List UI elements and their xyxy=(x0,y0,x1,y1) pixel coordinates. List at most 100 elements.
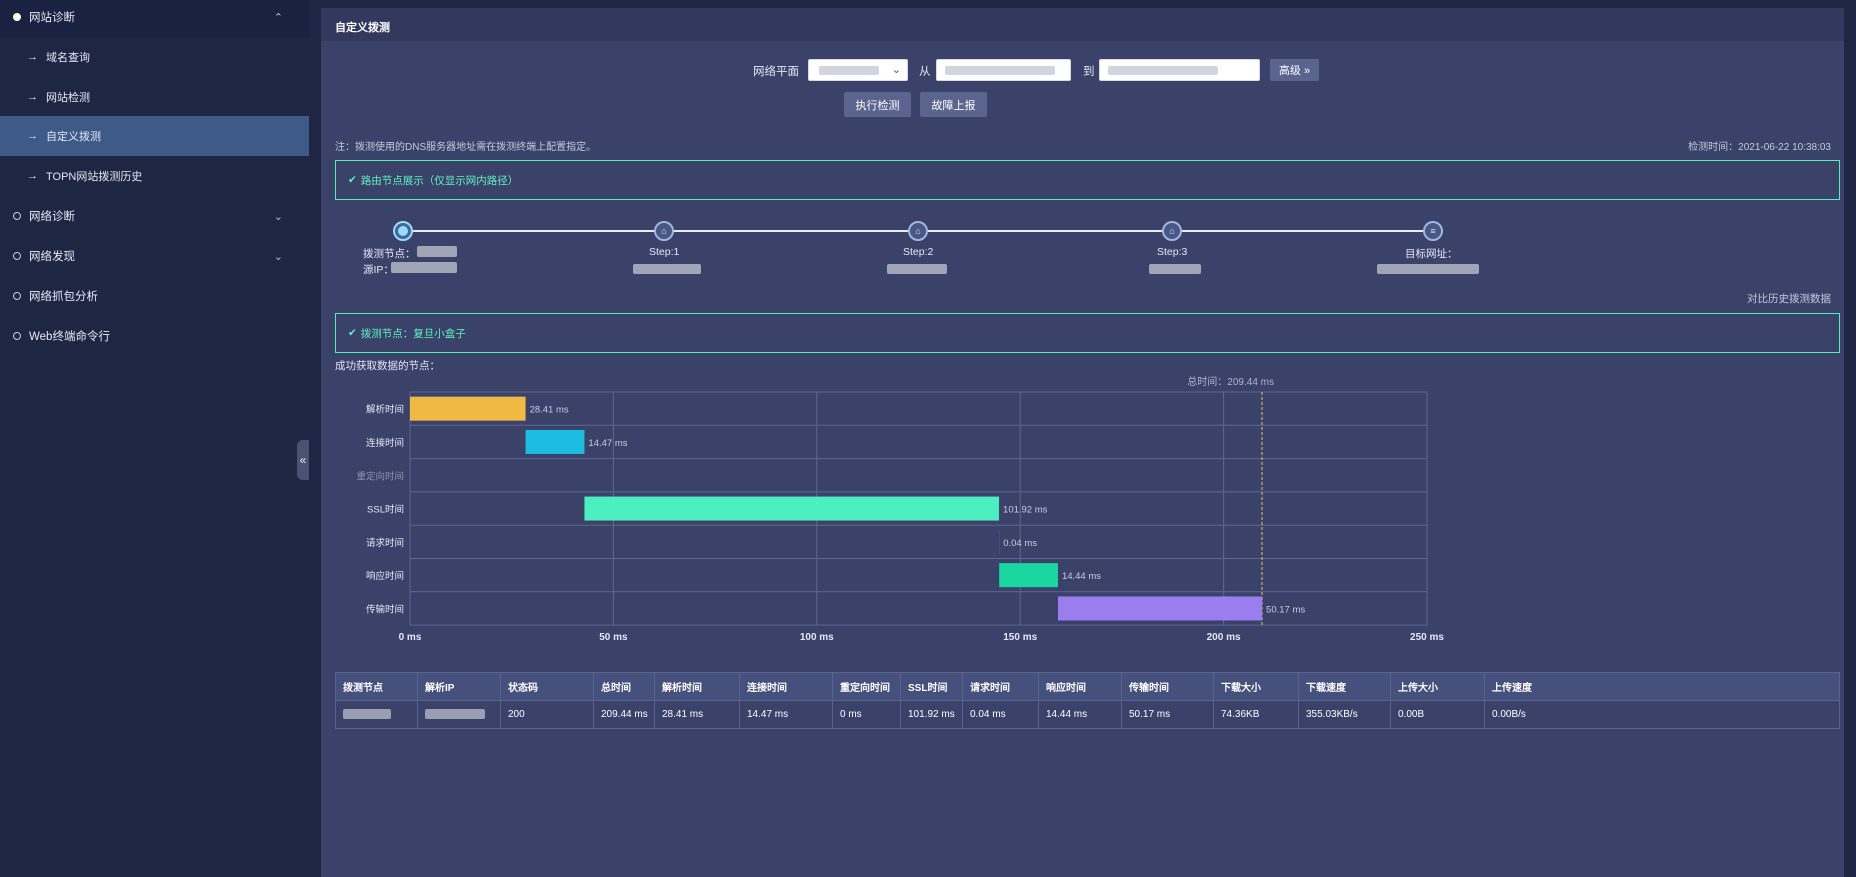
chevron-down-icon: ⌄ xyxy=(273,210,283,223)
table-header-cell: 拨测节点 xyxy=(335,672,418,701)
table-header-cell: 解析IP xyxy=(417,672,501,701)
bar xyxy=(584,496,1000,521)
check-icon: ✔ xyxy=(348,327,357,339)
panel-title: 自定义拨测 xyxy=(335,22,390,34)
router-icon[interactable]: ⌂ xyxy=(654,221,674,241)
table-header-cell: 上传速度 xyxy=(1484,672,1840,701)
router-icon[interactable]: ⌂ xyxy=(1162,221,1182,241)
bullet-icon xyxy=(13,292,21,300)
table-header-cell: 解析时间 xyxy=(654,672,740,701)
arrow-right-icon: → xyxy=(27,91,38,103)
plane-select[interactable]: ⌄ xyxy=(808,59,908,81)
table-cell: 28.41 ms xyxy=(654,700,740,729)
source-ip-label: 源IP： xyxy=(363,264,394,276)
table-cell: 14.47 ms xyxy=(739,700,833,729)
table-cell: 0.04 ms xyxy=(962,700,1039,729)
sub-item-label: TOPN网站拨测历史 xyxy=(46,171,143,183)
probe-node-label: 拨测节点： xyxy=(363,248,416,260)
report-fault-button[interactable]: 故障上报 xyxy=(920,92,987,117)
route-box-label: 路由节点展示（仅显示网内路径） xyxy=(360,174,519,187)
x-tick-label: 50 ms xyxy=(599,632,628,643)
sub-item-topn-history[interactable]: → TOPN网站拨测历史 xyxy=(0,156,309,196)
table-header-cell: 下载速度 xyxy=(1298,672,1391,701)
arrow-right-icon: → xyxy=(27,51,38,63)
redacted-value xyxy=(1149,264,1201,274)
table-header-cell: 响应时间 xyxy=(1038,672,1122,701)
nav-item-network-discovery[interactable]: 网络发现 ⌄ xyxy=(0,236,309,276)
bar xyxy=(1057,596,1263,621)
table-cell xyxy=(335,700,418,729)
redacted-value xyxy=(633,264,701,274)
sub-item-website-check[interactable]: → 网站检测 xyxy=(0,77,309,117)
check-icon: ✔ xyxy=(348,174,357,186)
table-cell: 0.00B xyxy=(1390,700,1485,729)
arrow-right-icon: → xyxy=(27,130,38,142)
bullet-icon xyxy=(13,13,21,21)
probe-node-name: 拨测节点：复旦小盒子 xyxy=(360,327,466,340)
from-label: 从 xyxy=(919,66,931,78)
x-tick-label: 150 ms xyxy=(1003,632,1037,643)
table-cell: 209.44 ms xyxy=(593,700,655,729)
table-header-cell: 请求时间 xyxy=(962,672,1039,701)
advanced-button[interactable]: 高级 » xyxy=(1270,59,1319,81)
table-header-cell: SSL时间 xyxy=(900,672,963,701)
nav-item-label: 网络发现 xyxy=(29,251,75,263)
table-cell: 101.92 ms xyxy=(900,700,963,729)
category-label: 重定向时间 xyxy=(356,470,404,482)
total-time-label: 总时间：209.44 ms xyxy=(1187,375,1274,388)
table-row: 200 209.44 ms 28.41 ms 14.47 ms 0 ms 101.92 m… xyxy=(335,700,1840,729)
route-nodes-box: ✔ 路由节点展示（仅显示网内路径） xyxy=(335,160,1840,200)
chevron-down-icon: ⌄ xyxy=(273,250,283,263)
step1-label: Step:1 xyxy=(649,246,680,258)
results-table: 拨测节点 解析IP 状态码 总时间 解析时间 连接时间 重定向时间 SSL时间 请求时间 响应时间… xyxy=(335,672,1840,729)
bar xyxy=(999,563,1058,588)
nav-item-packet-capture[interactable]: 网络抓包分析 xyxy=(0,276,309,316)
x-tick-label: 0 ms xyxy=(399,632,422,643)
table-header-cell: 总时间 xyxy=(593,672,655,701)
main-panel: 自定义拨测 网络平面 ⌄ 从 到 高级 » 执行检测 故障上报 注：拨测使用的D… xyxy=(321,8,1844,877)
nav-item-web-terminal[interactable]: Web终端命令行 xyxy=(0,316,309,356)
probe-node-icon[interactable] xyxy=(393,221,413,241)
table-cell xyxy=(417,700,501,729)
nav-item-network-diagnosis[interactable]: 网络诊断 ⌄ xyxy=(0,196,309,236)
table-cell: 0 ms xyxy=(832,700,901,729)
plane-label: 网络平面 xyxy=(753,66,799,78)
category-label: 连接时间 xyxy=(366,437,404,449)
nav-item-website-diagnosis[interactable]: 网站诊断 ⌃ xyxy=(0,0,309,37)
chevron-down-icon: ⌄ xyxy=(891,64,901,76)
compare-history-link[interactable]: 对比历史拨测数据 xyxy=(1747,293,1831,305)
table-cell: 74.36KB xyxy=(1213,700,1299,729)
server-icon[interactable]: ≡ xyxy=(1423,221,1443,241)
redacted-value xyxy=(819,66,879,75)
execute-button[interactable]: 执行检测 xyxy=(844,92,911,117)
value-label: 14.44 ms xyxy=(1062,571,1101,582)
category-label: 请求时间 xyxy=(366,537,404,549)
table-cell: 355.03KB/s xyxy=(1298,700,1391,729)
category-label: 解析时间 xyxy=(366,404,404,416)
table-header-cell: 下载大小 xyxy=(1213,672,1299,701)
from-input[interactable] xyxy=(936,59,1071,81)
probe-node-box: ✔ 拨测节点：复旦小盒子 xyxy=(335,313,1840,353)
table-header-cell: 上传大小 xyxy=(1390,672,1485,701)
to-input[interactable] xyxy=(1099,59,1260,81)
category-label: 传输时间 xyxy=(366,603,404,615)
sub-item-custom-probe[interactable]: → 自定义拨测 xyxy=(0,116,309,156)
redacted-value xyxy=(1108,66,1218,75)
step3-label: Step:3 xyxy=(1157,246,1188,258)
target-url-label: 目标网址： xyxy=(1405,248,1458,260)
redacted-value xyxy=(1377,264,1479,274)
bullet-icon xyxy=(13,252,21,260)
sub-item-domain-query[interactable]: → 域名查询 xyxy=(0,37,309,77)
value-label: 101.92 ms xyxy=(1003,505,1048,516)
waterfall-chart: 0 ms 50 ms 100 ms 150 ms 200 ms 250 ms 总时间：209… xyxy=(356,375,1444,643)
chevron-up-icon: ⌃ xyxy=(273,11,283,24)
arrow-right-icon: → xyxy=(27,170,38,182)
router-icon[interactable]: ⌂ xyxy=(908,221,928,241)
table-header-cell: 传输时间 xyxy=(1121,672,1214,701)
x-tick-label: 200 ms xyxy=(1207,632,1241,643)
panel-header: 自定义拨测 xyxy=(321,8,1844,41)
collapse-sidebar-button[interactable]: « xyxy=(297,440,309,480)
x-tick-label: 100 ms xyxy=(800,632,834,643)
step2-label: Step:2 xyxy=(903,246,934,258)
double-chevron-left-icon: « xyxy=(299,453,307,467)
